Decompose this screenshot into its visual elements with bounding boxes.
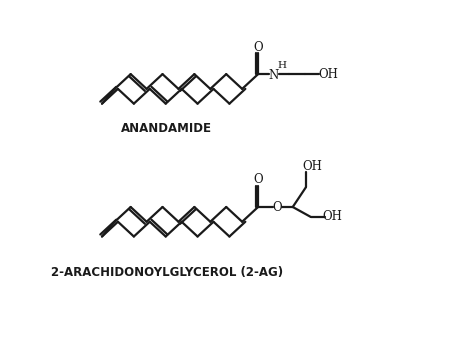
Text: ANANDAMIDE: ANANDAMIDE bbox=[121, 122, 212, 135]
Text: O: O bbox=[253, 41, 263, 54]
Text: O: O bbox=[253, 173, 263, 187]
Text: H: H bbox=[277, 61, 286, 70]
Text: OH: OH bbox=[318, 68, 338, 80]
Text: N: N bbox=[269, 69, 279, 82]
Text: 2-ARACHIDONOYLGLYCEROL (2-AG): 2-ARACHIDONOYLGLYCEROL (2-AG) bbox=[51, 266, 283, 279]
Text: OH: OH bbox=[302, 160, 322, 173]
Text: OH: OH bbox=[322, 210, 342, 223]
Text: O: O bbox=[273, 202, 282, 215]
